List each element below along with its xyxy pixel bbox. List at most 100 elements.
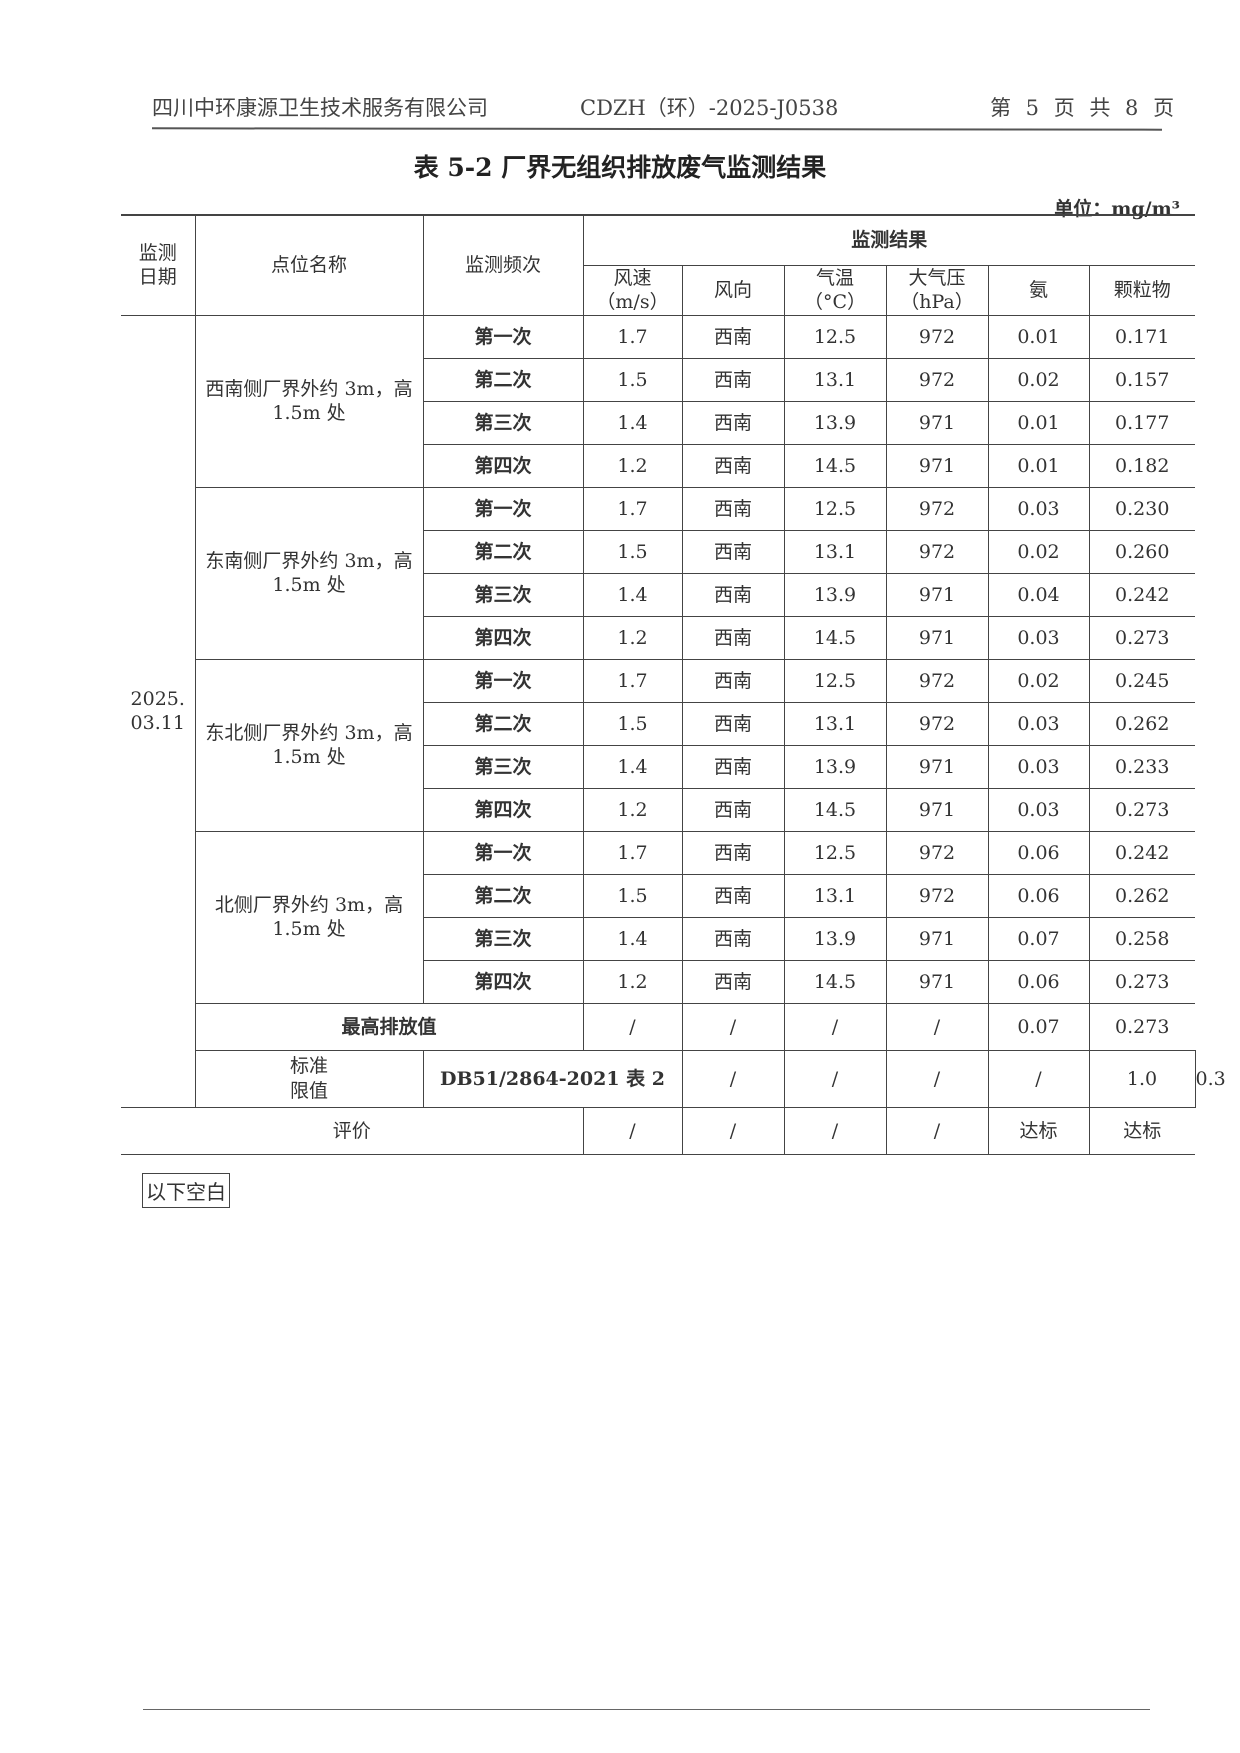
wind-dir-cell: 西南 xyxy=(681,314,785,359)
freq-cell: 第三次 xyxy=(422,744,584,789)
wind-dir-cell: 西南 xyxy=(681,443,785,488)
pressure-cell: 971 xyxy=(885,572,989,617)
eval-value: / xyxy=(582,1106,683,1155)
limit-label: 标准 限值 xyxy=(195,1049,424,1108)
temp-cell: 12.5 xyxy=(783,658,887,703)
ammonia-cell: 0.02 xyxy=(987,529,1090,574)
pressure-cell: 971 xyxy=(885,959,989,1004)
temp-cell: 12.5 xyxy=(783,486,887,531)
wind-dir-cell: 西南 xyxy=(681,357,785,402)
results-table: 监测 日期 点位名称 监测频次 监测结果 风速 （m/s） 风向 气温 （°C）… xyxy=(121,213,1226,1155)
header-results: 监测结果 xyxy=(582,214,1196,266)
header-site: 点位名称 xyxy=(194,213,424,316)
header-freq: 监测频次 xyxy=(422,213,584,316)
header-wind-dir: 风向 xyxy=(681,264,785,316)
pressure-cell: 972 xyxy=(885,486,989,531)
wind-speed-cell: 1.4 xyxy=(582,744,683,789)
end-note: 以下空白 xyxy=(142,1173,230,1208)
temp-cell: 13.9 xyxy=(783,744,887,789)
freq-cell: 第三次 xyxy=(422,572,584,617)
wind-dir-cell: 西南 xyxy=(681,572,785,617)
table-row: 第四次 1.2 西南 14.5 971 0.06 0.273 xyxy=(121,959,1196,1004)
pressure-cell: 972 xyxy=(885,701,989,746)
particulate-cell: 0.171 xyxy=(1088,314,1196,359)
wind-dir-cell: 西南 xyxy=(681,658,785,703)
wind-speed-cell: 1.4 xyxy=(582,572,683,617)
table-row: 第四次 1.2 西南 14.5 971 0.03 0.273 xyxy=(121,615,1196,660)
eval-label: 评价 xyxy=(121,1106,584,1155)
pressure-cell: 972 xyxy=(885,529,989,574)
particulate-cell: 0.177 xyxy=(1088,400,1196,445)
wind-speed-cell: 1.7 xyxy=(582,486,683,531)
limit-value: 1.0 xyxy=(1088,1049,1196,1108)
wind-speed-cell: 1.7 xyxy=(582,658,683,703)
temp-cell: 14.5 xyxy=(783,959,887,1004)
wind-dir-cell: 西南 xyxy=(681,959,785,1004)
pressure-cell: 972 xyxy=(885,873,989,918)
particulate-cell: 0.182 xyxy=(1088,443,1196,488)
particulate-cell: 0.273 xyxy=(1088,787,1196,832)
header-pressure: 大气压 （hPa） xyxy=(885,264,989,316)
table-row: 东北侧厂界外约 3m，高 1.5m 处第一次 1.7 西南 12.5 972 0.02 0.… xyxy=(121,658,1196,832)
pressure-cell: 971 xyxy=(885,744,989,789)
table-row: 第三次 1.4 西南 13.9 971 0.01 0.177 xyxy=(121,400,1196,445)
wind-speed-cell: 1.7 xyxy=(582,314,683,359)
temp-cell: 13.9 xyxy=(783,916,887,961)
temp-cell: 14.5 xyxy=(783,443,887,488)
site-name: 西南侧厂界外约 3m，高 1.5m 处 xyxy=(194,314,424,488)
max-value: / xyxy=(681,1002,785,1051)
max-value: / xyxy=(783,1002,887,1051)
particulate-cell: 0.258 xyxy=(1088,916,1196,961)
freq-cell: 第一次 xyxy=(422,486,584,531)
temp-cell: 13.9 xyxy=(783,572,887,617)
wind-dir-cell: 西南 xyxy=(681,916,785,961)
limit-standard: DB51/2864-2021 表 2 xyxy=(422,1049,683,1108)
freq-cell: 第一次 xyxy=(422,314,584,359)
wind-dir-cell: 西南 xyxy=(681,873,785,918)
eval-value: / xyxy=(783,1106,887,1155)
wind-speed-cell: 1.2 xyxy=(582,615,683,660)
footer-divider xyxy=(143,1709,1150,1710)
particulate-cell: 0.233 xyxy=(1088,744,1196,789)
freq-cell: 第三次 xyxy=(422,400,584,445)
max-value: / xyxy=(885,1002,989,1051)
table-row: 第四次 1.2 西南 14.5 971 0.03 0.273 xyxy=(121,787,1196,832)
temp-cell: 12.5 xyxy=(783,314,887,359)
particulate-cell: 0.245 xyxy=(1088,658,1196,703)
site-name: 东北侧厂界外约 3m，高 1.5m 处 xyxy=(194,658,424,832)
table-row: 东南侧厂界外约 3m，高 1.5m 处第一次 1.7 西南 12.5 972 0.03 0.… xyxy=(121,486,1196,660)
freq-cell: 第四次 xyxy=(422,787,584,832)
max-value: 0.07 xyxy=(987,1002,1090,1051)
eval-value: / xyxy=(885,1106,989,1155)
particulate-cell: 0.230 xyxy=(1088,486,1196,531)
wind-dir-cell: 西南 xyxy=(681,744,785,789)
freq-cell: 第二次 xyxy=(422,529,584,574)
ammonia-cell: 0.03 xyxy=(987,486,1090,531)
max-value: / xyxy=(582,1002,683,1051)
table-row: 2025. 03.11 西南侧厂界外约 3m，高 1.5m 处第一次 1.7 西南 12… xyxy=(121,314,1196,1108)
table-row: 第三次 1.4 西南 13.9 971 0.03 0.233 xyxy=(121,744,1196,789)
particulate-cell: 0.260 xyxy=(1088,529,1196,574)
table-row: 第二次 1.5 西南 13.1 972 0.06 0.262 xyxy=(121,873,1196,918)
wind-speed-cell: 1.2 xyxy=(582,959,683,1004)
wind-dir-cell: 西南 xyxy=(681,486,785,531)
ammonia-cell: 0.03 xyxy=(987,701,1090,746)
ammonia-cell: 0.01 xyxy=(987,400,1090,445)
ammonia-cell: 0.02 xyxy=(987,658,1090,703)
table-row: 第四次 1.2 西南 14.5 971 0.01 0.182 xyxy=(121,443,1196,488)
particulate-cell: 0.157 xyxy=(1088,357,1196,402)
temp-cell: 12.5 xyxy=(783,830,887,875)
wind-speed-cell: 1.5 xyxy=(582,873,683,918)
temp-cell: 13.1 xyxy=(783,701,887,746)
site-name: 北侧厂界外约 3m，高 1.5m 处 xyxy=(194,830,424,1004)
temp-cell: 13.9 xyxy=(783,400,887,445)
eval-value: / xyxy=(681,1106,785,1155)
wind-dir-cell: 西南 xyxy=(681,701,785,746)
ammonia-cell: 0.03 xyxy=(987,615,1090,660)
pressure-cell: 972 xyxy=(885,830,989,875)
temp-cell: 14.5 xyxy=(783,615,887,660)
wind-speed-cell: 1.5 xyxy=(582,357,683,402)
wind-dir-cell: 西南 xyxy=(681,400,785,445)
limit-value: / xyxy=(987,1049,1090,1108)
temp-cell: 13.1 xyxy=(783,873,887,918)
